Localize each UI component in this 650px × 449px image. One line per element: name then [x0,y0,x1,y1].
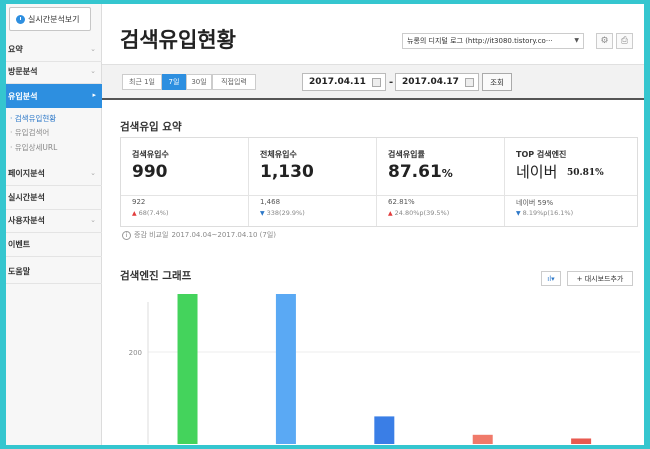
app-frame: 실시간분석보기 요약 ⌄ 방문분석 ⌄ 유입분석 ▸ · 검색유입현황 · 유입… [6,4,644,445]
sidebar-item-summary[interactable]: 요약 ⌄ [6,38,102,62]
info-icon: i [122,230,131,240]
card-change: ▼ 8.19%p(16.1%) [516,209,574,217]
summary-card-search-inflow-rate: 검색유입률 87.61% 62.81% ▲ 24.80%p(39.5%) [377,138,505,226]
card-label: 검색유입률 [388,150,425,159]
sidebar-item-label: 사용자분석 [8,216,45,225]
sidebar-subitem-detail-url[interactable]: · 유입상세URL [10,143,58,152]
clock-icon [16,14,25,24]
summary-section-title: 검색유입 요약 [120,121,182,133]
card-divider [377,195,504,196]
sidebar-subitem-search-keywords[interactable]: · 유입검색어 [10,128,50,137]
chart-bar[interactable] [177,294,198,444]
card-label: 검색유입수 [132,150,169,159]
realtime-analysis-button[interactable]: 실시간분석보기 [9,7,91,31]
bar-chart-icon: ıl▾ [547,274,555,283]
card-previous-value: 네이버 59% [516,199,554,207]
gear-icon: ⚙ [600,36,609,46]
date-to-input[interactable]: 2017.04.17 [395,73,479,91]
card-change: ▼ 338(29.9%) [260,209,305,217]
tab-7-days[interactable]: 7일 [162,74,186,90]
sidebar-item-page-analysis[interactable]: 페이지분석 ⌄ [6,162,102,186]
date-from-value: 2017.04.11 [309,77,366,87]
blog-select[interactable]: 뉴롱의 디지털 로그 (http://it3080.tistory.co··· … [402,33,584,49]
chevron-down-icon: ⌄ [90,169,96,177]
sidebar-item-events[interactable]: 이벤트 [6,233,102,257]
card-previous-value: 1,468 [260,198,281,206]
sidebar-item-visit-analysis[interactable]: 방문분석 ⌄ [6,60,102,84]
sidebar-item-label: 유입분석 [8,91,38,101]
top-engine-percent: 50.81% [567,168,604,178]
compare-label: 증감 비교일 [134,231,169,239]
card-change: ▲ 24.80%p(39.5%) [388,209,450,217]
sidebar-item-label: 실시간분석 [8,193,45,202]
sidebar-item-help[interactable]: 도움말 [6,260,102,284]
sidebar-item-label: 이벤트 [8,240,31,249]
printer-icon: ⎙ [620,36,629,46]
add-to-dashboard-button[interactable]: + 대시보드추가 [567,271,633,286]
chart-bar[interactable] [374,416,395,444]
calendar-icon[interactable] [465,78,474,87]
chevron-down-icon: ⌄ [90,45,96,53]
chevron-down-icon: ⌄ [90,67,96,75]
card-divider [121,195,248,196]
chart-bar[interactable] [472,434,493,444]
blog-select-value: 뉴롱의 디지털 로그 (http://it3080.tistory.co··· [407,37,553,45]
tab-30-days[interactable]: 30일 [186,74,212,90]
date-toolbar: 최근 1일 7일 30일 직접입력 2017.04.11 - 2017.04.1… [102,64,644,100]
sidebar: 실시간분석보기 요약 ⌄ 방문분석 ⌄ 유입분석 ▸ · 검색유입현황 · 유입… [6,4,102,445]
chevron-right-icon: ▸ [92,91,96,99]
sidebar-item-realtime-analysis[interactable]: 실시간분석 [6,186,102,210]
query-button[interactable]: 조회 [482,73,512,91]
card-previous-value: 62.81% [388,198,415,206]
realtime-analysis-label: 실시간분석보기 [28,14,80,24]
date-from-input[interactable]: 2017.04.11 [302,73,386,91]
card-value: 990 [132,162,168,182]
card-previous-value: 922 [132,198,146,206]
compare-range: 2017.04.04~2017.04.10 (7일) [171,231,277,239]
sidebar-subitem-search-inflow[interactable]: · 검색유입현황 [10,114,57,123]
compare-period: i 증감 비교일 2017.04.04~2017.04.10 (7일) [122,230,276,240]
card-label: 전체유입수 [260,150,297,159]
summary-card-total-inflow: 전체유입수 1,130 1,468 ▼ 338(29.9%) [249,138,377,226]
sidebar-item-label: 요약 [8,45,23,54]
chart-bar[interactable] [275,294,296,444]
card-change: ▲ 68(7.4%) [132,209,169,217]
card-value: 1,130 [260,162,314,182]
top-engine-name: 네이버 [516,163,558,181]
arrow-up-icon: ▲ [132,209,137,217]
tab-custom-range[interactable]: 직접입력 [212,74,256,90]
tab-recent-1-day[interactable]: 최근 1일 [122,74,162,90]
sidebar-item-label: 페이지분석 [8,169,45,178]
chart-bar[interactable] [571,438,592,444]
sidebar-item-inflow-analysis[interactable]: 유입분석 ▸ [6,84,102,108]
main-content: 검색유입현황 뉴롱의 디지털 로그 (http://it3080.tistory… [102,4,644,445]
summary-panel: 검색유입수 990 922 ▲ 68(7.4%) 전체유입수 1,130 1,46… [120,137,638,227]
chevron-down-icon: ⌄ [90,216,96,224]
settings-button[interactable]: ⚙ [596,33,613,49]
sidebar-item-user-analysis[interactable]: 사용자분석 ⌄ [6,209,102,233]
chart-type-button[interactable]: ıl▾ [541,271,561,286]
graph-section-title: 검색엔진 그래프 [120,270,192,282]
sidebar-item-label: 방문분석 [8,67,38,76]
chevron-down-icon: ▼ [574,37,579,44]
arrow-up-icon: ▲ [388,209,393,217]
print-button[interactable]: ⎙ [616,33,633,49]
sidebar-item-label: 도움말 [8,267,31,276]
summary-card-search-inflow: 검색유입수 990 922 ▲ 68(7.4%) [121,138,249,226]
page-title: 검색유입현황 [120,28,236,52]
card-divider [505,195,637,196]
summary-card-top-engine: TOP 검색엔진 네이버 50.81% 네이버 59% ▼ 8.19%p(16.1… [505,138,637,226]
search-engine-chart: 600400200 [129,294,640,444]
card-value: 87.61% [388,162,453,182]
card-label: TOP 검색엔진 [516,150,567,159]
calendar-icon[interactable] [372,78,381,87]
date-to-value: 2017.04.17 [402,77,459,87]
card-divider [249,195,376,196]
arrow-down-icon: ▼ [516,209,521,217]
date-separator: - [389,77,394,88]
arrow-down-icon: ▼ [260,209,265,217]
chart-y-tick-label: 200 [129,349,142,357]
